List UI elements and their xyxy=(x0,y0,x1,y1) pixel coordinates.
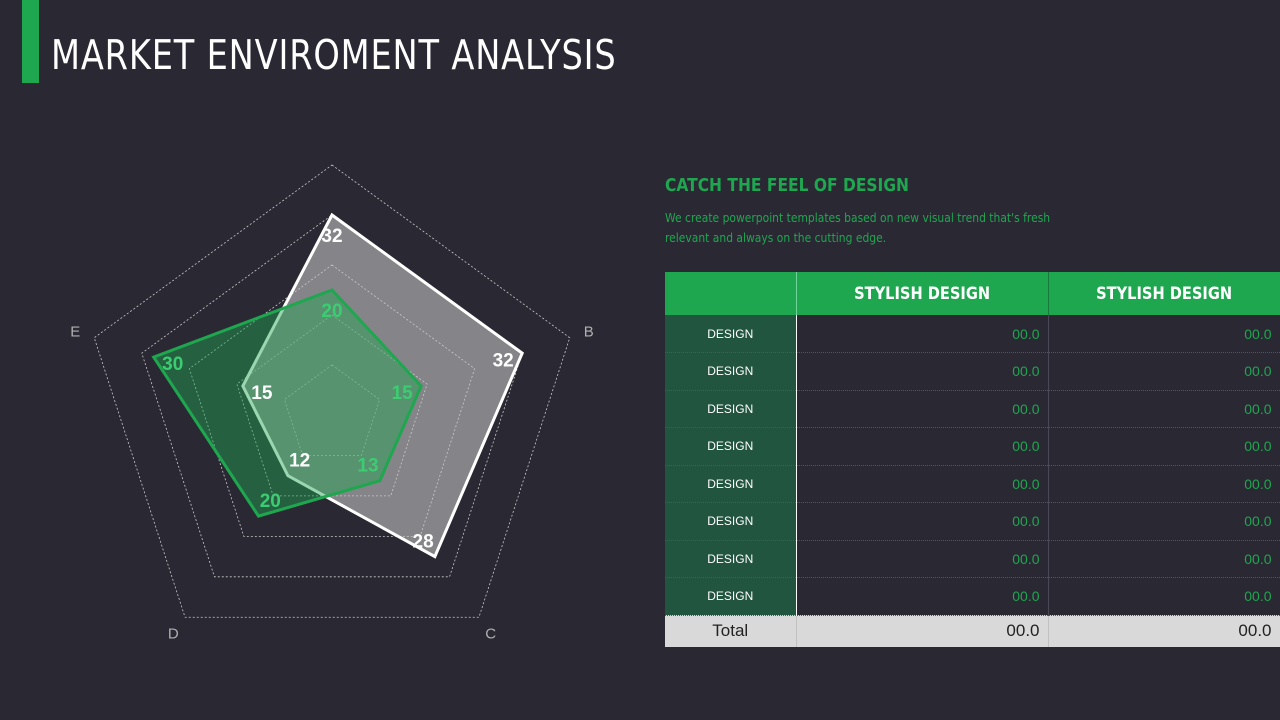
row-label: DESIGN xyxy=(665,465,797,503)
radar-axis-label: E xyxy=(70,324,80,341)
table-row: DESIGN 00.0 00.0 xyxy=(665,315,1280,353)
total-value: 00.0 xyxy=(1048,615,1280,647)
radar-series-area xyxy=(241,212,525,559)
total-label: Total xyxy=(665,615,797,647)
cell-value: 00.0 xyxy=(796,315,1049,353)
cell-value: 00.0 xyxy=(1048,390,1280,428)
title-accent-bar xyxy=(22,0,39,83)
cell-value: 00.0 xyxy=(796,502,1049,541)
cell-value: 00.0 xyxy=(1048,465,1280,503)
row-label: DESIGN xyxy=(665,502,797,541)
radar-data-label: 15 xyxy=(392,383,414,404)
cell-value: 00.0 xyxy=(796,390,1049,428)
cell-value: 00.0 xyxy=(796,427,1049,466)
row-label: DESIGN xyxy=(665,352,797,391)
table-header-col2: STYLISH DESIGN xyxy=(1048,272,1280,315)
radar-data-label: 15 xyxy=(251,383,273,404)
radar-grid-ring xyxy=(93,164,571,618)
cell-value: 00.0 xyxy=(796,577,1049,616)
section-description: We create powerpoint templates based on … xyxy=(665,210,1051,245)
radar-data-label: 13 xyxy=(357,456,378,477)
page-title: MARKET ENVIROMENT ANALYSIS xyxy=(51,31,617,79)
row-label: DESIGN xyxy=(665,427,797,466)
radar-data-label: 20 xyxy=(321,301,342,322)
cell-value: 00.0 xyxy=(1048,540,1280,578)
data-table: STYLISH DESIGN STYLISH DESIGN DESIGN 00.… xyxy=(665,272,1280,647)
row-label: DESIGN xyxy=(665,390,797,428)
table-row: DESIGN 00.0 00.0 xyxy=(665,427,1280,466)
cell-value: 00.0 xyxy=(1048,352,1280,391)
table-row: DESIGN 00.0 00.0 xyxy=(665,465,1280,503)
cell-value: 00.0 xyxy=(1048,427,1280,466)
cell-value: 00.0 xyxy=(1048,315,1280,353)
radar-axis-label: D xyxy=(168,625,179,642)
radar-series-area xyxy=(151,288,423,518)
table-header-col1: STYLISH DESIGN xyxy=(796,272,1049,315)
radar-data-label: 32 xyxy=(493,350,514,371)
row-label: DESIGN xyxy=(665,577,797,616)
radar-data-label: 28 xyxy=(413,531,434,552)
radar-chart: A B C D E 32 32 28 12 15 20 15 13 20 30 xyxy=(70,150,594,642)
radar-data-label: 20 xyxy=(260,491,281,512)
table-row: DESIGN 00.0 00.0 xyxy=(665,540,1280,578)
table-header-blank xyxy=(665,272,797,315)
cell-value: 00.0 xyxy=(1048,577,1280,616)
row-label: DESIGN xyxy=(665,540,797,578)
cell-value: 00.0 xyxy=(796,352,1049,391)
radar-grid-ring xyxy=(188,264,476,537)
table-row: DESIGN 00.0 00.0 xyxy=(665,352,1280,391)
cell-value: 00.0 xyxy=(796,540,1049,578)
section-heading: CATCH THE FEEL OF DESIGN xyxy=(665,175,909,196)
radar-data-label: 32 xyxy=(321,226,342,247)
cell-value: 00.0 xyxy=(796,465,1049,503)
table-header-label: STYLISH DESIGN xyxy=(853,283,991,304)
table-header-label: STYLISH DESIGN xyxy=(1095,283,1233,304)
radar-data-label: 30 xyxy=(162,354,183,375)
cell-value: 00.0 xyxy=(1048,502,1280,541)
table-header-row: STYLISH DESIGN STYLISH DESIGN xyxy=(665,272,1280,315)
radar-data-label: 12 xyxy=(289,450,310,471)
radar-axis-label: B xyxy=(584,324,594,341)
table-total-row: Total 00.0 00.0 xyxy=(665,615,1280,647)
table-row: DESIGN 00.0 00.0 xyxy=(665,502,1280,541)
row-label: DESIGN xyxy=(665,315,797,353)
table-row: DESIGN 00.0 00.0 xyxy=(665,390,1280,428)
table-row: DESIGN 00.0 00.0 xyxy=(665,577,1280,616)
radar-axis-label: C xyxy=(485,625,496,642)
total-value: 00.0 xyxy=(796,615,1049,647)
radar-axis-label: A xyxy=(327,150,337,154)
